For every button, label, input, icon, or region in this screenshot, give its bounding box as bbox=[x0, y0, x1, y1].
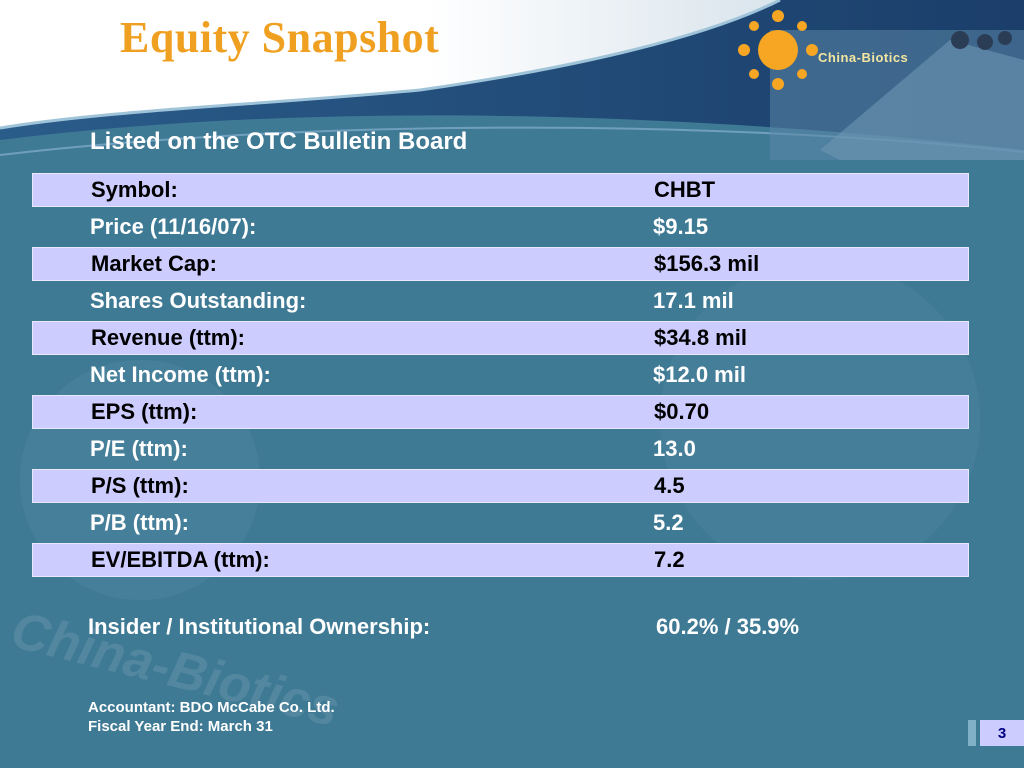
row-value: 13.0 bbox=[653, 436, 696, 461]
page-number-accent bbox=[968, 720, 976, 746]
row-value: CHBT bbox=[654, 177, 716, 202]
row-label: Net Income (ttm): bbox=[90, 362, 271, 387]
table-row: Shares Outstanding: 17.1 mil bbox=[32, 284, 969, 318]
row-value: $0.70 bbox=[654, 399, 710, 424]
footer: Accountant: BDO McCabe Co. Ltd. Fiscal Y… bbox=[88, 698, 335, 736]
table-row: P/S (ttm): 4.5 bbox=[32, 469, 969, 503]
logo-text: China-Biotics bbox=[818, 50, 909, 65]
row-value: 7.2 bbox=[654, 547, 685, 572]
sun-icon bbox=[738, 10, 818, 90]
row-value: $156.3 mil bbox=[654, 251, 760, 276]
row-value: $12.0 mil bbox=[653, 362, 746, 387]
row-value: 4.5 bbox=[654, 473, 685, 498]
subtitle: Listed on the OTC Bulletin Board bbox=[90, 128, 468, 155]
row-value: 5.2 bbox=[653, 510, 684, 535]
page-title: Equity Snapshot bbox=[120, 13, 440, 62]
page-number: 3 bbox=[980, 720, 1024, 746]
row-label: EPS (ttm): bbox=[91, 399, 198, 424]
row-value: $9.15 bbox=[653, 214, 709, 239]
table-row: Price (11/16/07): $9.15 bbox=[32, 210, 969, 244]
row-label: P/E (ttm): bbox=[90, 436, 188, 461]
accountant-line: Accountant: BDO McCabe Co. Ltd. bbox=[88, 699, 335, 716]
row-value: 17.1 mil bbox=[653, 288, 734, 313]
table-row: Symbol: CHBT bbox=[32, 173, 969, 207]
table-row: P/B (ttm): 5.2 bbox=[32, 506, 969, 540]
ownership-value: 60.2% / 35.9% bbox=[656, 614, 800, 639]
row-label: P/S (ttm): bbox=[91, 473, 189, 498]
ownership-label: Insider / Institutional Ownership: bbox=[88, 614, 431, 639]
header-logo-art bbox=[738, 10, 1024, 160]
fiscal-year-line: Fiscal Year End: March 31 bbox=[88, 718, 273, 735]
row-label: Shares Outstanding: bbox=[90, 288, 307, 313]
table-row: Revenue (ttm): $34.8 mil bbox=[32, 321, 969, 355]
table-row: P/E (ttm): 13.0 bbox=[32, 432, 969, 466]
row-label: P/B (ttm): bbox=[90, 510, 189, 535]
table-row: EV/EBITDA (ttm): 7.2 bbox=[32, 543, 969, 577]
table-row: Market Cap: $156.3 mil bbox=[32, 247, 969, 281]
table-row: Net Income (ttm): $12.0 mil bbox=[32, 358, 969, 392]
row-label: Symbol: bbox=[91, 177, 178, 202]
row-label: EV/EBITDA (ttm): bbox=[91, 547, 270, 572]
row-label: Price (11/16/07): bbox=[90, 214, 257, 239]
row-value: $34.8 mil bbox=[654, 325, 747, 350]
table-row: EPS (ttm): $0.70 bbox=[32, 395, 969, 429]
row-label: Revenue (ttm): bbox=[91, 325, 246, 350]
row-label: Market Cap: bbox=[91, 251, 217, 276]
equity-table: Symbol: CHBT Price (11/16/07): $9.15 Mar… bbox=[32, 170, 969, 580]
